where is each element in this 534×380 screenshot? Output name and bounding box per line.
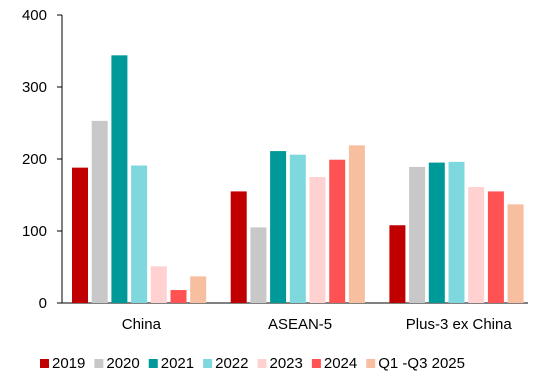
bar-plus-3-ex-china-2022 (448, 161, 465, 303)
bar-china-q1-q3-2025 (190, 276, 207, 303)
bar-china-2023 (150, 266, 167, 303)
legend-item: 2020 (94, 355, 140, 372)
y-axis-ticks: 0 100 200 300 400 (22, 7, 62, 312)
legend-item: 2024 (311, 355, 357, 372)
y-tick-label: 0 (39, 295, 47, 312)
bar-asean-5-2023 (309, 177, 326, 303)
legend-item: 2023 (257, 355, 303, 372)
legend-label: 2020 (106, 355, 139, 372)
legend-item: 2021 (148, 355, 194, 372)
y-tick-label: 200 (22, 151, 47, 168)
bar-china-2024 (170, 290, 187, 303)
legend-label: 2024 (324, 355, 357, 372)
bar-asean-5-q1-q3-2025 (348, 145, 365, 303)
bar-plus-3-ex-china-q1-q3-2025 (507, 204, 524, 303)
bar-plus-3-ex-china-2020 (409, 166, 426, 303)
bar-asean-5-2020 (250, 227, 267, 303)
legend-label: 2019 (52, 355, 85, 372)
bar-china-2021 (111, 55, 128, 303)
legend-label: 2022 (215, 355, 248, 372)
bar-asean-5-2022 (289, 154, 306, 303)
bar-plus-3-ex-china-2024 (487, 191, 504, 303)
bar-asean-5-2019 (230, 191, 247, 303)
legend-swatch (366, 359, 376, 368)
legend-swatch (257, 359, 267, 368)
bar-china-2020 (91, 120, 108, 303)
legend-swatch (311, 359, 321, 368)
bar-asean-5-2024 (329, 159, 346, 303)
legend-label: Q1 -Q3 2025 (378, 355, 465, 372)
bar-asean-5-2021 (270, 151, 287, 303)
bar-plus-3-ex-china-2021 (428, 162, 445, 303)
legend-item: 2019 (40, 355, 85, 372)
y-tick-label: 400 (22, 7, 47, 24)
legend-label: 2023 (270, 355, 303, 372)
x-axis-category-labels: China ASEAN-5 Plus-3 ex China (122, 316, 513, 333)
y-tick-label: 300 (22, 79, 47, 96)
bars (72, 55, 524, 303)
legend-label: 2021 (161, 355, 194, 372)
bar-plus-3-ex-china-2023 (468, 187, 485, 303)
legend-swatch (94, 359, 104, 368)
bar-plus-3-ex-china-2019 (389, 225, 406, 303)
bar-china-2019 (72, 167, 88, 303)
legend-swatch (40, 359, 49, 368)
plot-area: 0 100 200 300 400 China ASEAN-5 Plus-3 ex Chin… (22, 7, 528, 333)
category-label: ASEAN-5 (268, 316, 332, 333)
y-tick-label: 100 (22, 223, 47, 240)
category-label: China (122, 316, 162, 333)
bar-china-2022 (131, 165, 148, 303)
legend-item: 2022 (203, 355, 249, 372)
legend-swatch (148, 359, 158, 368)
category-label: Plus-3 ex China (406, 316, 513, 333)
legend-item: Q1 -Q3 2025 (366, 355, 465, 372)
legend-swatch (203, 359, 213, 368)
legend: 2019 2020 2021 2022 2023 2024 Q1 -Q3 2025 (40, 355, 465, 372)
